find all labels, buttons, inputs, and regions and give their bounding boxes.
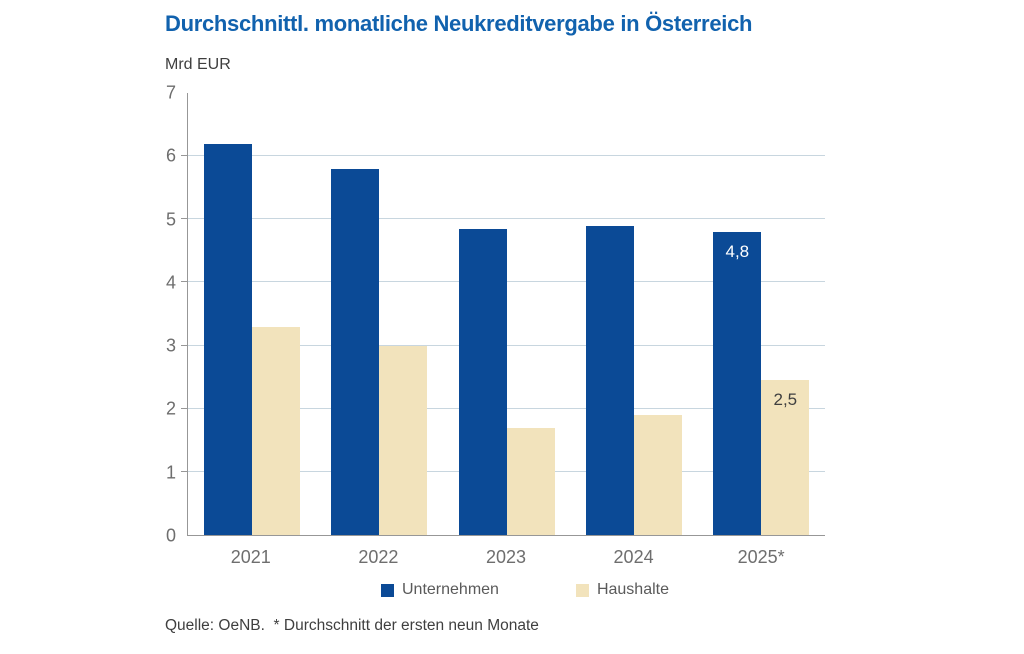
bar-haushalte-2025: 2,5 [761,380,810,535]
x-axis-tick-label: 2021 [230,547,271,567]
bar-value-label: 2,5 [773,390,798,410]
y-axis-tick-label: 5 [165,209,176,230]
gridline [188,218,825,220]
chart-title: Durchschnittl. monatliche Neukreditverga… [165,11,753,36]
y-axis-tick-label: 4 [165,272,176,293]
legend-label-unternehmen: Unternehmen [402,581,499,598]
y-axis-labels: 0 1 2 3 4 5 6 7 [138,83,176,546]
bar-unternehmen-2021 [203,143,252,535]
legend-label-haushalte: Haushalte [596,581,669,598]
bar-value-label: 4,8 [725,241,750,261]
bar-unternehmen-2023 [458,228,507,535]
y-axis-tick [181,407,188,409]
x-axis-tick-label: 2024 [613,547,654,567]
y-axis-tick [181,155,188,157]
bar-group-2024 [570,93,697,535]
bar-haushalte-2021 [251,326,300,535]
y-axis-tick [181,470,188,472]
bar-group-2025: 4,8 2,5 [698,93,825,535]
x-axis-labels: 2021 2022 2023 2024 2025* [187,547,825,568]
bar-haushalte-2024 [633,415,682,535]
bar-unternehmen-2025: 4,8 [713,231,762,535]
y-axis-tick-label: 7 [165,82,176,103]
legend-swatch-haushalte [575,583,589,597]
bar-group-2022 [315,93,442,535]
bar-haushalte-2022 [379,345,428,535]
y-axis-tick-label: 1 [165,462,176,483]
y-axis-tick [181,281,188,283]
legend-item-haushalte: Haushalte [575,581,669,599]
y-axis-tick-label: 2 [165,398,176,419]
x-axis-tick-label: 2025* [737,547,785,567]
y-axis-tick [181,344,188,346]
bar-haushalte-2023 [506,427,555,535]
legend-swatch-unternehmen [381,583,394,597]
plot-area: 4,8 2,5 [181,93,825,536]
legend-item-unternehmen: Unternehmen [381,581,499,599]
source-note: Quelle: OeNB. * Durchschnitt der ersten … [165,617,539,634]
bar-group-2023 [443,93,570,535]
bar-unternehmen-2024 [585,225,634,535]
gridline [188,155,825,157]
y-axis-tick [181,218,188,220]
bars-container: 4,8 2,5 [188,93,825,535]
y-axis-unit-label: Mrd EUR [165,56,231,73]
x-axis-tick-label: 2022 [358,547,399,567]
bar-group-2021 [188,93,315,535]
x-axis-tick-label: 2023 [485,547,526,567]
legend: Unternehmen Haushalte [206,581,844,599]
bar-unternehmen-2022 [331,168,380,535]
y-axis-tick-label: 3 [165,335,176,356]
y-axis-tick-label: 6 [165,145,176,166]
y-axis-tick-label: 0 [165,525,176,546]
